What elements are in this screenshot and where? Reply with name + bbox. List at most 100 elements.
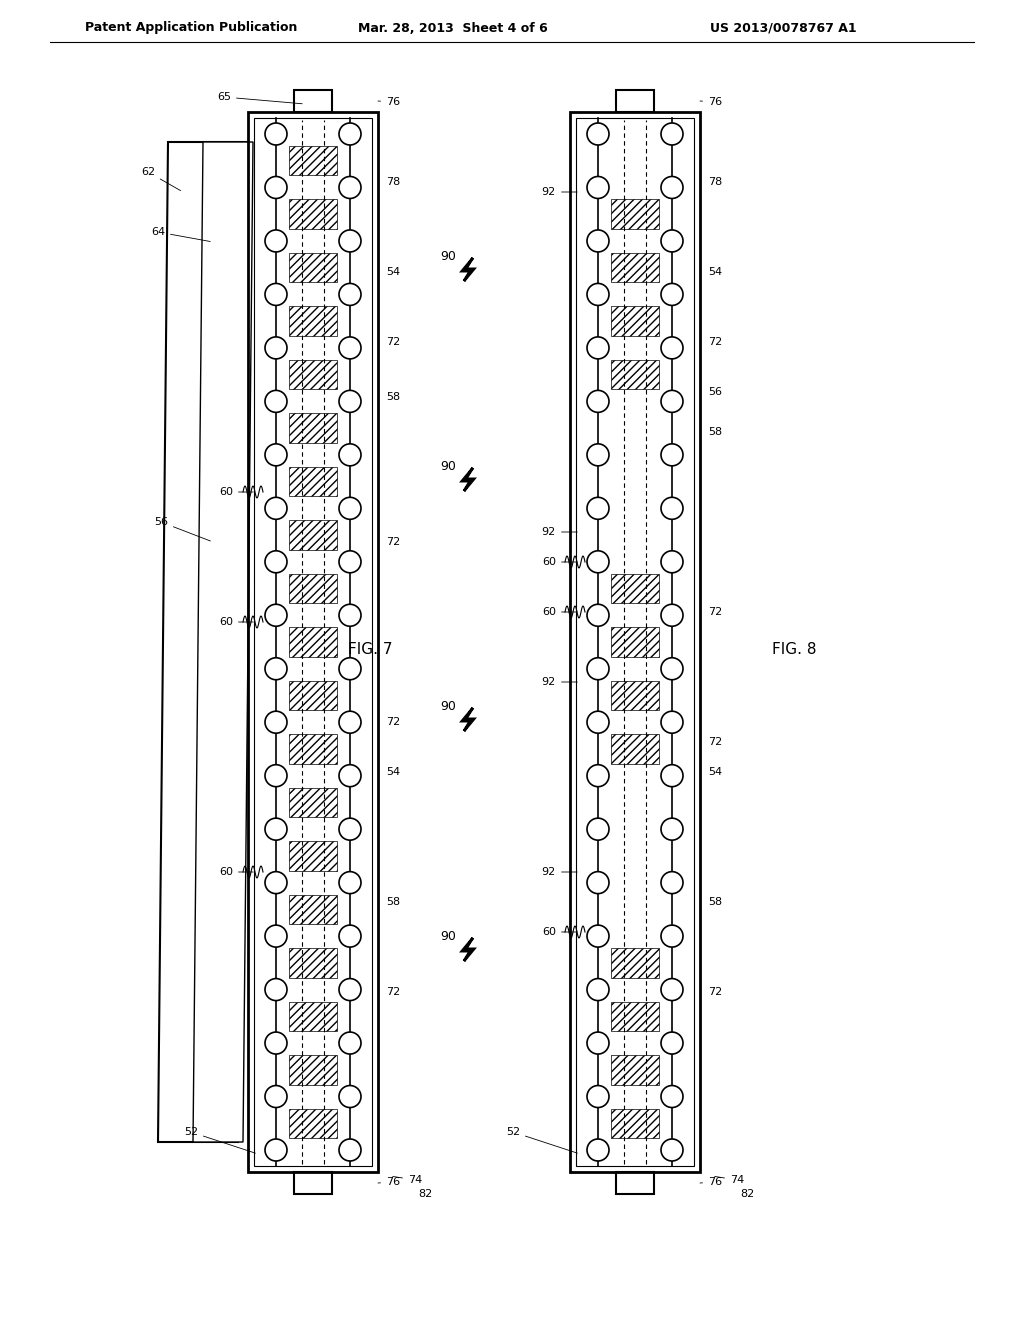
Text: 76: 76 [700, 96, 722, 107]
Text: 90: 90 [440, 700, 456, 713]
Text: 54: 54 [708, 767, 722, 777]
Circle shape [587, 605, 609, 626]
Circle shape [587, 123, 609, 145]
Bar [289, 841, 337, 871]
Text: 56: 56 [708, 387, 722, 397]
Bar [289, 574, 337, 603]
Bar [611, 574, 659, 603]
Polygon shape [158, 143, 248, 1142]
Text: 62: 62 [141, 168, 180, 190]
Text: 72: 72 [386, 717, 400, 727]
Circle shape [662, 871, 683, 894]
Text: 52: 52 [184, 1127, 255, 1154]
Bar [575, 117, 694, 1166]
Circle shape [662, 498, 683, 519]
Bar [289, 253, 337, 282]
Circle shape [587, 871, 609, 894]
Text: 54: 54 [708, 267, 722, 277]
Circle shape [587, 444, 609, 466]
Text: 56: 56 [154, 517, 210, 541]
Text: 78: 78 [708, 177, 722, 187]
Circle shape [265, 871, 287, 894]
Circle shape [339, 177, 361, 198]
Circle shape [265, 550, 287, 573]
Circle shape [662, 230, 683, 252]
Circle shape [587, 1032, 609, 1055]
Bar [289, 627, 337, 657]
Text: 78: 78 [386, 177, 400, 187]
Circle shape [662, 444, 683, 466]
Text: 74: 74 [393, 1175, 422, 1185]
Bar [289, 199, 337, 228]
Text: 54: 54 [386, 267, 400, 277]
Circle shape [662, 337, 683, 359]
Text: 92: 92 [542, 187, 578, 197]
Circle shape [265, 764, 287, 787]
Text: 58: 58 [708, 898, 722, 907]
Circle shape [339, 444, 361, 466]
Circle shape [339, 657, 361, 680]
Circle shape [662, 925, 683, 948]
Bar [611, 1109, 659, 1138]
Circle shape [662, 818, 683, 840]
Circle shape [587, 1139, 609, 1162]
Circle shape [339, 123, 361, 145]
Circle shape [339, 764, 361, 787]
Circle shape [265, 925, 287, 948]
Text: 76: 76 [378, 96, 400, 107]
Circle shape [662, 1085, 683, 1107]
Circle shape [662, 550, 683, 573]
Bar [289, 895, 337, 924]
Circle shape [662, 978, 683, 1001]
Circle shape [339, 498, 361, 519]
Circle shape [339, 284, 361, 305]
Circle shape [265, 1139, 287, 1162]
Text: 76: 76 [378, 1177, 400, 1187]
Circle shape [662, 764, 683, 787]
Text: 58: 58 [708, 426, 722, 437]
Circle shape [587, 177, 609, 198]
Circle shape [662, 391, 683, 412]
Circle shape [339, 1032, 361, 1055]
Circle shape [339, 1085, 361, 1107]
Bar [289, 1002, 337, 1031]
Circle shape [662, 657, 683, 680]
Text: 54: 54 [386, 767, 400, 777]
Text: 65: 65 [217, 92, 302, 104]
Text: FIG. 7: FIG. 7 [348, 643, 392, 657]
Text: 60: 60 [219, 616, 253, 627]
Text: 72: 72 [386, 537, 400, 546]
Circle shape [265, 605, 287, 626]
Circle shape [587, 657, 609, 680]
Text: 90: 90 [440, 459, 456, 473]
Bar [611, 681, 659, 710]
Circle shape [339, 978, 361, 1001]
Circle shape [265, 711, 287, 733]
Text: 72: 72 [708, 337, 722, 347]
Circle shape [587, 391, 609, 412]
Circle shape [587, 818, 609, 840]
Text: 60: 60 [219, 487, 253, 498]
Circle shape [265, 177, 287, 198]
Text: FIG. 8: FIG. 8 [772, 643, 816, 657]
Text: US 2013/0078767 A1: US 2013/0078767 A1 [710, 21, 857, 34]
Text: 92: 92 [542, 867, 578, 876]
Bar [616, 90, 654, 112]
Circle shape [587, 498, 609, 519]
Text: 60: 60 [219, 867, 253, 876]
Text: 76: 76 [700, 1177, 722, 1187]
Bar [289, 520, 337, 550]
Circle shape [662, 605, 683, 626]
Circle shape [265, 391, 287, 412]
Circle shape [662, 711, 683, 733]
Circle shape [587, 284, 609, 305]
Circle shape [339, 925, 361, 948]
Text: Patent Application Publication: Patent Application Publication [85, 21, 297, 34]
Circle shape [662, 1139, 683, 1162]
Circle shape [587, 764, 609, 787]
Text: 60: 60 [542, 607, 578, 616]
Circle shape [265, 498, 287, 519]
Bar [289, 948, 337, 978]
Circle shape [587, 337, 609, 359]
Bar [616, 1172, 654, 1195]
